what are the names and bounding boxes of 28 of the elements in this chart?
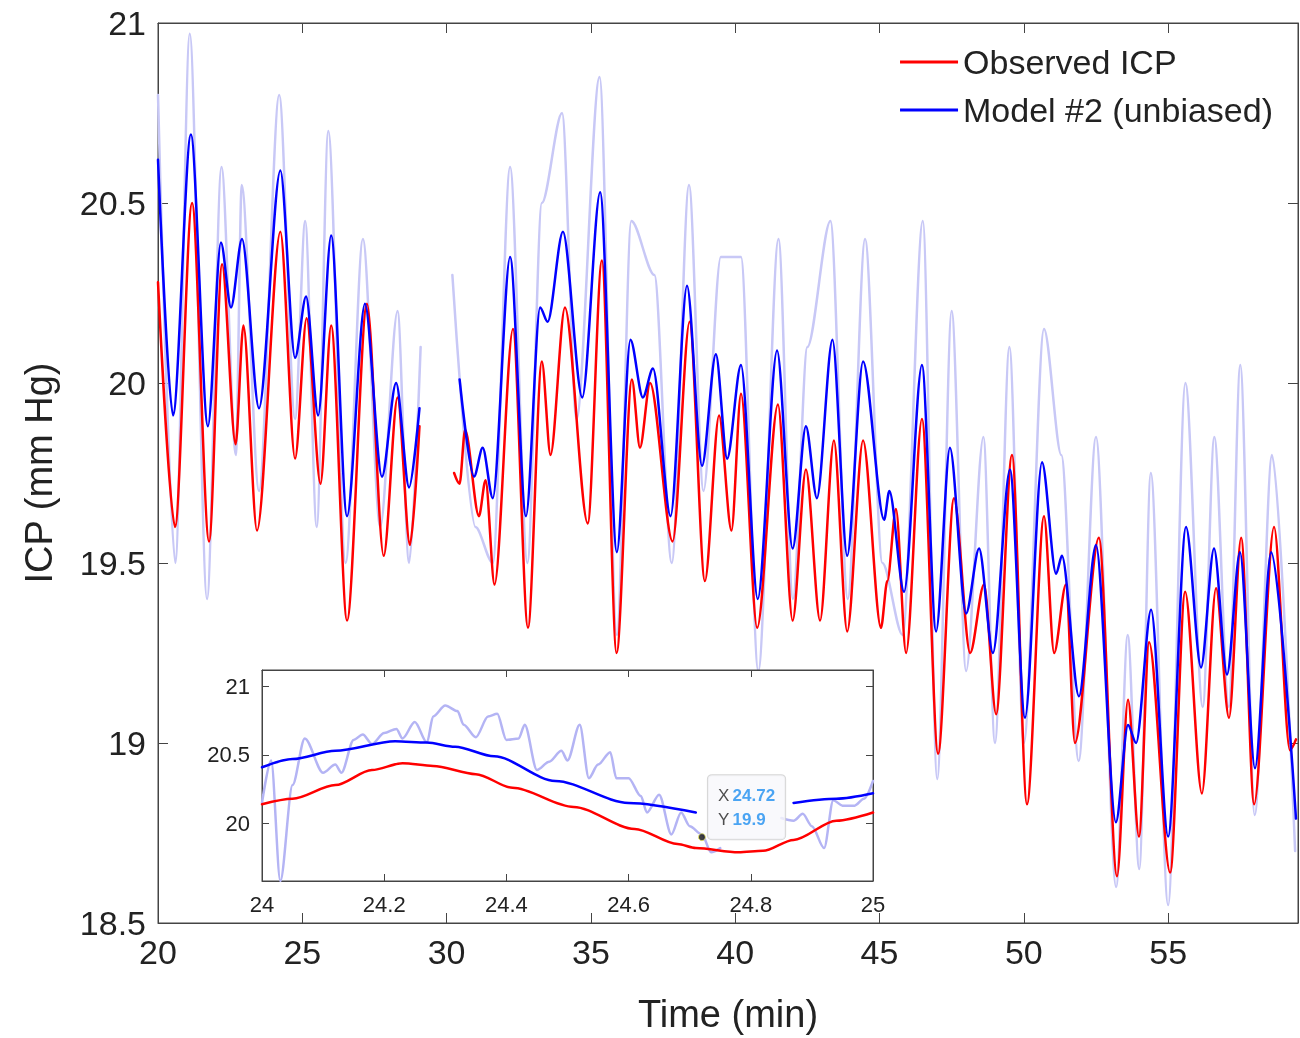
legend-label: Observed ICP <box>963 43 1177 81</box>
x-tick-label: 40 <box>716 933 755 971</box>
line-series <box>260 761 875 854</box>
x-tick-label: 24 <box>249 891 275 917</box>
x-tick-label: 30 <box>427 933 466 971</box>
x-tick-label: 24.6 <box>607 891 651 917</box>
x-tick-label: 50 <box>1004 933 1043 971</box>
y-axis-title: ICP (mm Hg) <box>18 362 60 584</box>
x-tick-label: 45 <box>860 933 899 971</box>
y-tick-label: 19 <box>108 724 146 762</box>
y-tick-label: 20.5 <box>79 184 146 222</box>
y-tick-label: 20.5 <box>207 742 250 768</box>
x-tick-label: 55 <box>1149 933 1188 971</box>
y-tick-label: 18.5 <box>79 904 146 942</box>
x-tick-label: 24.4 <box>484 891 528 917</box>
x-tick-label: 25 <box>860 891 886 917</box>
x-tick-label: 35 <box>572 933 610 971</box>
y-tick-label: 21 <box>108 4 146 42</box>
annotation: X 24.72 Y 19.9 <box>717 785 776 829</box>
x-tick-label: 25 <box>283 933 322 971</box>
y-tick-label: 19.5 <box>79 544 146 582</box>
x-tick-label: 24.8 <box>729 891 773 917</box>
x-axis-title: Time (min) <box>637 993 819 1035</box>
x-tick-label: 24.2 <box>362 891 406 917</box>
y-tick-label: 20 <box>108 364 146 402</box>
y-tick-label: 21 <box>225 673 250 699</box>
y-tick-label: 20 <box>225 810 250 836</box>
legend-label: Model #2 (unbiased) <box>963 91 1273 129</box>
